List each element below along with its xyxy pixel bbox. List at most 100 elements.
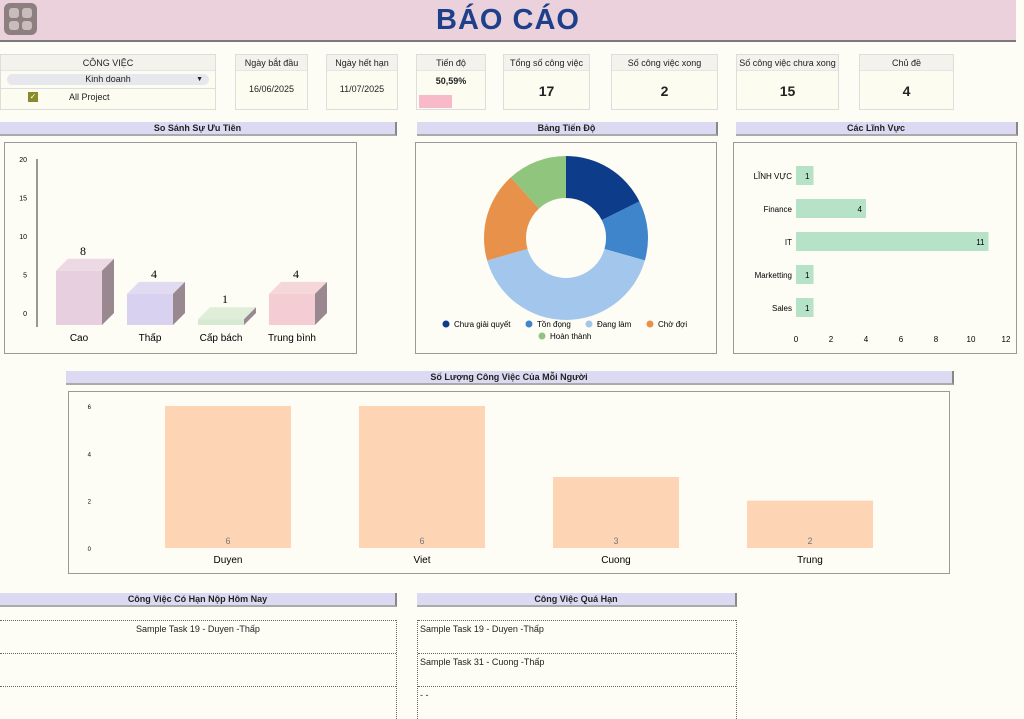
card-label: Ngày hết hạn (327, 55, 397, 71)
y-tick-label: 2 (88, 500, 92, 506)
y-tick-label: Marketting (755, 271, 792, 280)
data-label: 1 (222, 292, 228, 306)
chevron-down-icon: ▼ (196, 76, 203, 83)
data-label: 1 (805, 172, 810, 181)
bar (127, 293, 173, 325)
bar (359, 406, 485, 548)
legend-label: Hoàn thành (550, 332, 591, 341)
legend-label: Chờ đợi (658, 320, 687, 329)
data-label: 6 (419, 536, 424, 546)
progress-card: Tiến độ 50,59% (416, 54, 486, 110)
data-label: 1 (805, 304, 810, 313)
bar-top (56, 258, 114, 271)
done-tasks-card: Số công việc xong 2 (611, 54, 718, 110)
card-value: 17 (538, 83, 555, 99)
progress-section-title: Bảng Tiến Độ (417, 122, 718, 136)
progress-bar (419, 95, 453, 108)
card-label: Ngày bắt đầu (236, 55, 307, 71)
list-item[interactable]: Sample Task 31 - Cuong -Thấp (418, 653, 736, 686)
bar (269, 293, 315, 325)
list-item[interactable] (0, 686, 396, 719)
x-tick-label: Duyen (214, 555, 243, 566)
x-tick-label: Trung bình (268, 333, 316, 344)
legend-marker (585, 320, 593, 328)
y-tick-label: 10 (19, 234, 27, 241)
bar (796, 199, 866, 218)
legend-marker (442, 320, 450, 328)
y-tick-label: Sales (772, 304, 792, 313)
bar (796, 298, 814, 317)
priority-chart: 0 5 10 15 20 8 Cao 4 Thấp 1 Cấp bách 4 Trung bình (4, 142, 357, 354)
bar (796, 166, 814, 185)
data-label: 4 (293, 267, 299, 281)
dropdown-value: Kinh doanh (85, 74, 131, 84)
topics-card: Chủ đề 4 (859, 54, 954, 110)
people-chart: 0 2 4 6 6 Duyen 6 Viet 3 Cuong 2 Trung (68, 391, 950, 574)
people-section-title: Số Lượng Công Việc Của Mỗi Người (66, 371, 954, 385)
fields-chart: LĨNH VỰC 1 Finance 4 IT 11 Marketting 1 Sales 1 0 2… (733, 142, 1017, 354)
legend-label: Tồn đọng (537, 320, 571, 329)
legend-label: Chưa giải quyết (454, 320, 511, 329)
page-title: BÁO CÁO (436, 4, 580, 36)
card-label: Chủ đề (860, 55, 953, 71)
total-tasks-card: Tổng số công việc 17 (503, 54, 590, 110)
y-tick-label: LĨNH VỰC (754, 172, 793, 181)
filter-panel: CÔNG VIỆC Kinh doanh ▼ ✓ All Project (0, 54, 216, 110)
y-tick-label: 20 (19, 157, 27, 164)
x-tick-label: 8 (934, 335, 939, 344)
bar (796, 265, 814, 284)
y-tick-label: IT (785, 238, 792, 247)
grid-icon[interactable] (4, 3, 37, 35)
card-value: 4 (902, 83, 911, 99)
card-label: Số công việc chưa xong (737, 55, 838, 71)
y-tick-label: 4 (88, 452, 92, 458)
donut-slice (510, 156, 566, 209)
data-label: 11 (976, 238, 985, 247)
bar-side (102, 258, 114, 325)
bar (747, 500, 873, 548)
data-label: 4 (858, 205, 863, 214)
y-tick-label: 0 (23, 311, 27, 318)
card-value: 16/06/2025 (248, 84, 295, 94)
list-item[interactable]: Sample Task 19 - Duyen -Thấp (0, 620, 396, 653)
end-date-card: Ngày hết hạn 11/07/2025 (326, 54, 398, 110)
list-item[interactable] (0, 653, 396, 686)
data-label: 8 (80, 244, 86, 258)
legend-marker (538, 332, 546, 340)
overdue-task-list: Sample Task 19 - Duyen -Thấp Sample Task… (417, 620, 737, 719)
card-label: Số công việc xong (612, 55, 717, 71)
bar-top (127, 281, 185, 294)
x-tick-label: 2 (829, 335, 834, 344)
today-task-list: Sample Task 19 - Duyen -Thấp (0, 620, 397, 719)
card-value: 15 (779, 83, 796, 99)
y-tick-label: 6 (88, 405, 92, 411)
list-item[interactable]: Sample Task 19 - Duyen -Thấp (418, 620, 736, 653)
all-project-checkbox[interactable]: ✓ (28, 92, 38, 102)
bar-top (269, 281, 327, 294)
today-section-title: Công Việc Có Hạn Nộp Hôm Nay (0, 593, 397, 607)
x-tick-label: Cấp bách (200, 332, 243, 344)
data-label: 4 (151, 267, 157, 281)
header-bar (0, 0, 1016, 42)
x-tick-label: 10 (967, 335, 976, 344)
card-value: 11/07/2025 (339, 84, 385, 94)
bar (796, 232, 989, 251)
donut-slice (601, 201, 648, 261)
y-tick-label: 0 (88, 547, 92, 553)
not-done-tasks-card: Số công việc chưa xong 15 (736, 54, 839, 110)
progress-donut-chart: Chưa giải quyết Tồn đọng Đang làm Chờ đợi Ho… (415, 142, 717, 354)
data-label: 2 (807, 536, 812, 546)
priority-section-title: So Sánh Sự Ưu Tiên (0, 122, 397, 136)
overdue-section-title: Công Việc Quá Hạn (417, 593, 737, 607)
list-item[interactable]: - - (418, 686, 736, 719)
category-dropdown[interactable]: Kinh doanh ▼ (7, 74, 209, 85)
card-label: Tiến độ (417, 55, 485, 71)
y-tick-label: Finance (764, 205, 793, 214)
start-date-card: Ngày bắt đầu 16/06/2025 (235, 54, 308, 110)
data-label: 3 (613, 536, 618, 546)
legend-marker (646, 320, 654, 328)
bar-side (173, 281, 185, 325)
x-tick-label: Viet (413, 555, 430, 566)
bar-side (244, 307, 256, 325)
x-tick-label: Thấp (139, 332, 162, 344)
